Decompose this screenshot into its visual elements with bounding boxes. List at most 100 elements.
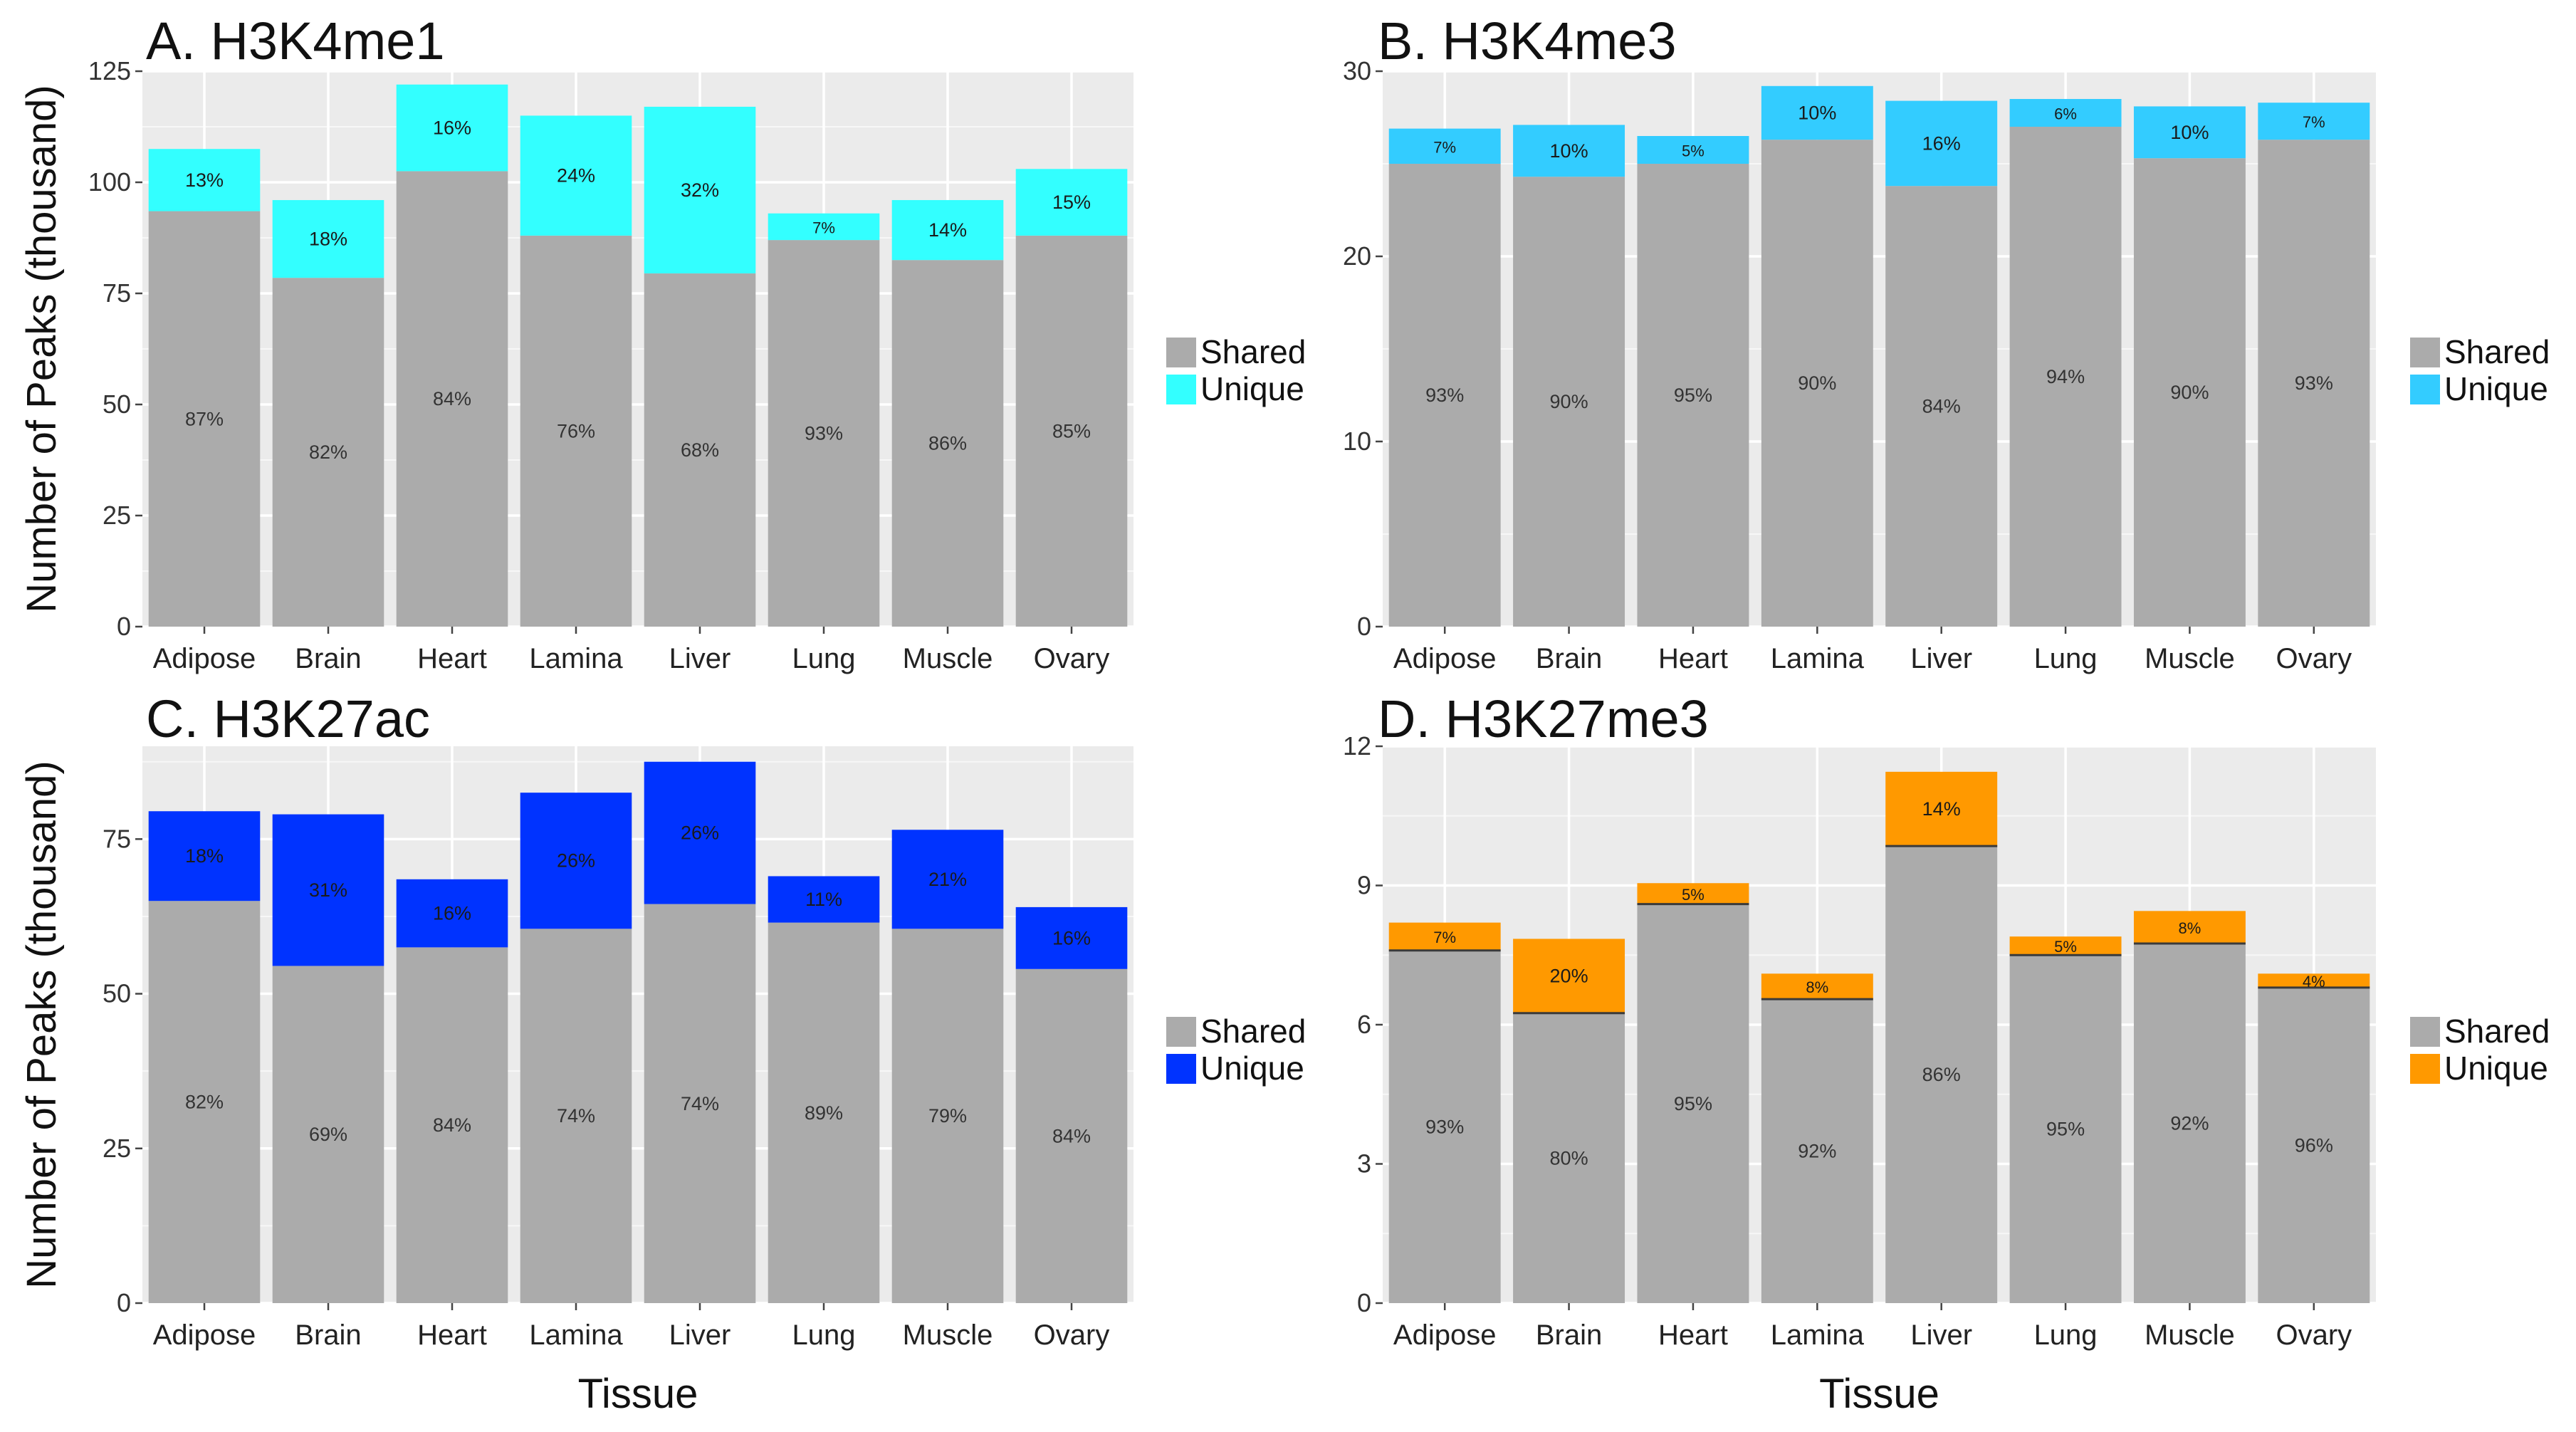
- legend-label-shared: Shared: [1200, 1013, 1306, 1050]
- label-unique-brain: 10%: [1550, 140, 1588, 162]
- bar-unique-brain: [1513, 125, 1625, 177]
- label-shared-liver: 74%: [681, 1093, 719, 1114]
- label-shared-lamina: 92%: [1798, 1141, 1836, 1162]
- bar-unique-heart: [396, 84, 508, 172]
- bar-unique-brain: [272, 199, 384, 278]
- bar-shared-ovary: [1015, 235, 1128, 627]
- x-axis-label: Tissue: [1819, 1371, 1939, 1417]
- y-tick-label: 25: [103, 501, 131, 530]
- bar-unique-brain: [272, 814, 384, 966]
- label-unique-liver: 32%: [681, 179, 719, 201]
- label-shared-ovary: 84%: [1052, 1125, 1091, 1146]
- label-unique-liver: 26%: [681, 822, 719, 844]
- bar-unique-heart: [396, 879, 508, 948]
- label-unique-lung: 11%: [805, 889, 842, 910]
- bar-unique-lamina: [1761, 973, 1873, 1000]
- legend-swatch-shared: [1166, 338, 1196, 367]
- label-shared-adipose: 87%: [185, 408, 224, 429]
- y-tick-label: 0: [117, 1288, 131, 1317]
- y-tick-label: 30: [1343, 56, 1371, 85]
- label-unique-heart: 16%: [433, 117, 471, 139]
- bar-unique-lung: [768, 876, 880, 923]
- label-unique-heart: 5%: [1682, 142, 1705, 160]
- panel-title: D. H3K27me3: [1378, 689, 1709, 748]
- bar-shared-ovary: [2258, 987, 2370, 1303]
- bar-shared-liver: [1885, 186, 1998, 627]
- y-tick-label: 75: [103, 278, 131, 308]
- bar-unique-ovary: [2258, 103, 2370, 140]
- x-tick-label-liver: Liver: [669, 643, 731, 674]
- bar-unique-ovary: [2258, 973, 2370, 988]
- y-tick-label: 50: [103, 979, 131, 1008]
- y-tick-label: 0: [117, 612, 131, 641]
- panel-d: 0 3 6 9 12 7% 93% Adipose 20% 80% Brain 5% 95% Heart 8…: [1343, 689, 2550, 1417]
- x-tick-label-adipose: Adipose: [1393, 643, 1497, 674]
- bar-shared-liver: [644, 273, 756, 627]
- legend-label-unique: Unique: [2444, 370, 2548, 407]
- label-unique-lung: 6%: [2054, 105, 2077, 123]
- y-tick-label: 3: [1357, 1149, 1371, 1178]
- label-shared-ovary: 85%: [1052, 420, 1091, 441]
- bar-shared-ovary: [1015, 968, 1128, 1303]
- label-shared-adipose: 82%: [185, 1092, 224, 1113]
- x-tick-label-muscle: Muscle: [2145, 643, 2235, 674]
- bar-shared-heart: [396, 171, 508, 627]
- x-tick-label-heart: Heart: [417, 1319, 487, 1351]
- label-unique-lamina: 26%: [557, 850, 595, 872]
- label-unique-muscle: 8%: [2179, 919, 2201, 937]
- x-tick-label-brain: Brain: [295, 1319, 361, 1351]
- x-tick-label-ovary: Ovary: [2276, 643, 2352, 674]
- panel-c: 0 25 50 75 18% 82% Adipose 31% 69% Brain 16% 84% Hea…: [19, 689, 1306, 1417]
- label-shared-heart: 84%: [433, 388, 471, 409]
- y-tick-label: 12: [1343, 731, 1371, 761]
- x-tick-label-muscle: Muscle: [903, 1319, 993, 1351]
- bar-shared-adipose: [148, 901, 261, 1303]
- bar-shared-lamina: [520, 929, 632, 1303]
- bar-shared-liver: [644, 904, 756, 1303]
- legend-swatch-unique: [2410, 375, 2440, 404]
- y-tick-label: 6: [1357, 1010, 1371, 1039]
- x-tick-label-liver: Liver: [1910, 643, 1972, 674]
- bar-shared-brain: [1513, 177, 1625, 627]
- label-unique-ovary: 16%: [1052, 927, 1091, 948]
- label-shared-adipose: 93%: [1425, 1116, 1464, 1137]
- label-shared-lamina: 76%: [557, 420, 595, 441]
- x-tick-label-lung: Lung: [792, 1319, 856, 1351]
- label-shared-lung: 89%: [805, 1102, 843, 1124]
- y-tick-label: 50: [103, 390, 131, 419]
- x-axis-label: Tissue: [578, 1371, 698, 1417]
- x-tick-label-ovary: Ovary: [1034, 643, 1110, 674]
- x-tick-label-muscle: Muscle: [903, 643, 993, 674]
- label-unique-adipose: 7%: [1433, 138, 1456, 156]
- x-tick-label-lamina: Lamina: [529, 643, 623, 674]
- x-tick-label-heart: Heart: [417, 643, 487, 674]
- bar-unique-liver: [644, 761, 756, 904]
- label-unique-heart: 5%: [1682, 886, 1705, 904]
- bar-unique-heart: [1637, 136, 1749, 164]
- bar-shared-heart: [1637, 904, 1749, 1303]
- legend-swatch-shared: [2410, 1017, 2440, 1047]
- panel-a: 0 25 50 75 100 125 13% 87% Adipose 18% 82% Brain 16%…: [19, 11, 1306, 674]
- label-shared-lamina: 90%: [1798, 372, 1836, 394]
- legend-label-shared: Shared: [2444, 1013, 2550, 1050]
- label-shared-lung: 95%: [2046, 1119, 2085, 1140]
- label-shared-muscle: 90%: [2170, 382, 2209, 403]
- bar-shared-lamina: [1761, 140, 1873, 627]
- bar-unique-adipose: [148, 149, 261, 211]
- label-shared-heart: 95%: [1674, 1093, 1712, 1114]
- label-unique-brain: 18%: [309, 229, 347, 250]
- label-shared-brain: 82%: [309, 441, 347, 463]
- label-unique-lung: 5%: [2054, 938, 2077, 956]
- x-tick-label-brain: Brain: [295, 643, 361, 674]
- panel-b: 0 10 20 30 7% 93% Adipose 10% 90% Brain 5% 95% Heart…: [1343, 11, 2550, 674]
- bar-unique-muscle: [891, 199, 1004, 261]
- y-axis-label: Number of Peaks (thousand): [19, 85, 65, 612]
- bar-shared-lung: [2009, 955, 2122, 1303]
- y-tick-label: 0: [1357, 1288, 1371, 1317]
- x-tick-label-lung: Lung: [2034, 643, 2098, 674]
- x-tick-label-brain: Brain: [1536, 1319, 1602, 1351]
- bar-shared-lung: [768, 240, 880, 627]
